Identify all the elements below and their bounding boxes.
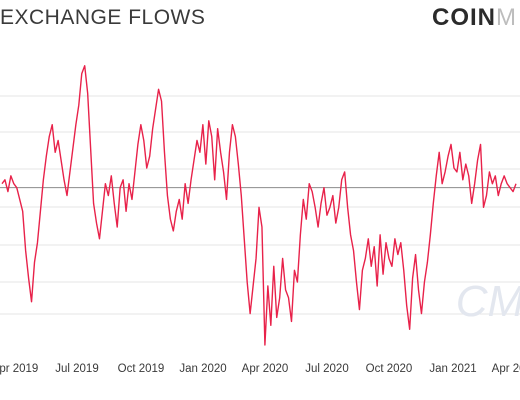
x-tick-label: Jan 2020 — [179, 363, 226, 375]
chart-title: EXCHANGE FLOWS — [0, 6, 206, 29]
x-tick-label: Oct 2020 — [366, 363, 413, 375]
x-tick-label: Jan 2021 — [429, 363, 476, 375]
grid-lines — [0, 95, 520, 315]
x-tick-label: Jul 2019 — [55, 363, 98, 375]
series-line-exchange-flows — [1, 65, 517, 346]
brand-logo: COINM — [432, 4, 517, 32]
x-tick-label: Oct 2019 — [118, 363, 165, 375]
x-tick-label: Apr 2020 — [242, 363, 289, 375]
brand-logo-bold: COIN — [432, 4, 496, 31]
x-tick-label: Jul 2020 — [305, 363, 348, 375]
brand-logo-light: M — [496, 4, 517, 31]
x-tick-label: Apr 2021 — [492, 363, 520, 375]
x-tick-label: Apr 2019 — [0, 363, 38, 375]
watermark-logo: CM — [456, 277, 520, 326]
x-axis-tick-labels: Apr 2019 Jul 2019 Oct 2019 Jan 2020 Apr 2020… — [0, 363, 520, 375]
